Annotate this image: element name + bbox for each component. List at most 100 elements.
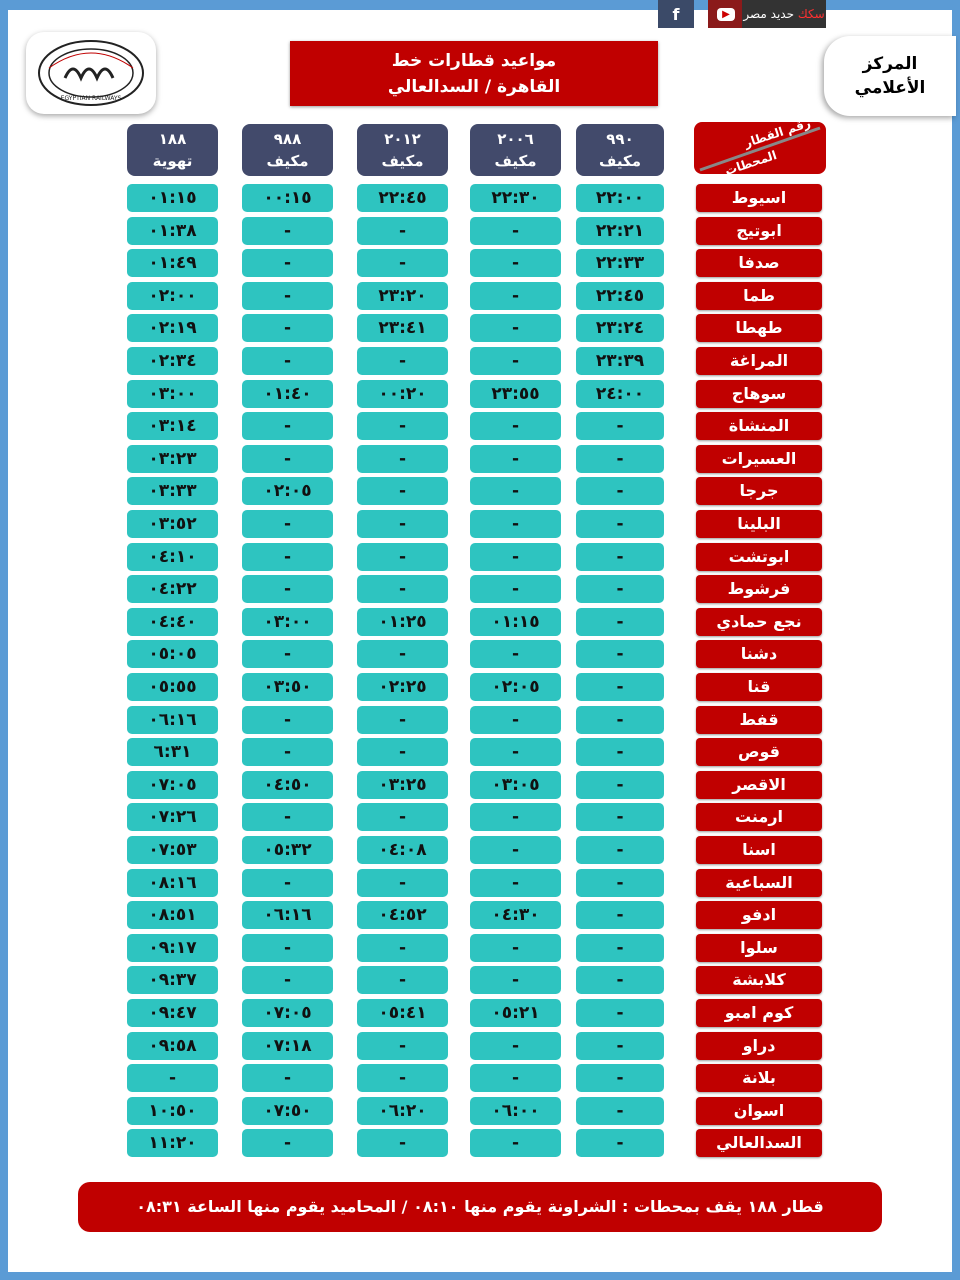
time-cell: -	[470, 1031, 561, 1060]
station-column-header: رقم القطار المحطات	[694, 122, 826, 174]
time-cell: -	[576, 738, 664, 767]
time-cell: -	[470, 249, 561, 278]
station-name: دراو	[696, 1031, 822, 1060]
time-cell: -	[576, 477, 664, 506]
time-cell: ٠١:١٥	[470, 607, 561, 636]
time-cell: ٢٣:٥٥	[470, 379, 561, 408]
time-cell: -	[576, 510, 664, 538]
time-cell: ٢٢:٠٠	[576, 184, 664, 212]
time-cell: -	[357, 705, 448, 734]
time-cell: ٠٦:١٦	[127, 705, 218, 734]
time-cell: ٠٧:٠٥	[127, 770, 218, 799]
train-type: مكيف	[599, 152, 641, 170]
train-number: ٩٨٨	[273, 130, 302, 148]
time-cell: ٠٠:٢٠	[357, 379, 448, 408]
station-name: البلينا	[696, 510, 822, 538]
time-cell: ٠١:٤٠	[242, 379, 333, 408]
time-cell: ٠٤:٥٢	[357, 901, 448, 930]
train-header-3: ٩٨٨ مكيف	[242, 124, 333, 176]
diagonal-divider-icon	[699, 126, 821, 172]
time-cell: ٠٦:٢٠	[357, 1096, 448, 1125]
train-type: مكيف	[381, 152, 424, 170]
brand-text: حديد مصر	[743, 7, 794, 21]
time-cell: -	[576, 933, 664, 962]
time-cell: -	[470, 281, 561, 310]
time-cell: -	[470, 216, 561, 245]
time-cell: ٠٧:٥٣	[127, 836, 218, 864]
title-line-1: مواعيد قطارات خط	[391, 50, 557, 71]
time-cell: ٠٢:٠٥	[242, 477, 333, 506]
time-cell: -	[242, 705, 333, 734]
time-cell: ٠٨:٥١	[127, 901, 218, 930]
station-name: اسوان	[696, 1096, 822, 1125]
time-cell: ٠٤:٤٠	[127, 607, 218, 636]
time-cell: -	[470, 836, 561, 864]
time-cell: ٠٣:٠٠	[127, 379, 218, 408]
svg-text:EGYPTIAN RAILWAYS: EGYPTIAN RAILWAYS	[61, 95, 122, 102]
time-cell: ٠٥:٠٥	[127, 640, 218, 669]
time-cell: ٠٤:٠٨	[357, 836, 448, 864]
time-cell: ٢٢:٤٥	[357, 184, 448, 212]
time-cell: ٠٧:٢٦	[127, 803, 218, 832]
station-name: كوم امبو	[696, 999, 822, 1027]
youtube-icon[interactable]: ▶	[708, 0, 744, 28]
time-cell: -	[357, 347, 448, 375]
time-cell: -	[242, 510, 333, 538]
time-cell: -	[576, 770, 664, 799]
time-cell: -	[576, 836, 664, 864]
time-cell: -	[127, 1064, 218, 1093]
time-cell: ٠٥:٥٥	[127, 673, 218, 701]
time-cell: -	[576, 1129, 664, 1158]
time-cell: ٢٤:٠٠	[576, 379, 664, 408]
brand-label: سكك حديد مصر	[742, 0, 826, 28]
time-cell: -	[242, 412, 333, 441]
time-cell: ٠١:٤٩	[127, 249, 218, 278]
station-name: اسيوط	[696, 184, 822, 212]
time-cell: ٠٢:٠٥	[470, 673, 561, 701]
time-cell: -	[470, 868, 561, 897]
footer-note: قطار ١٨٨ يقف بمحطات : الشراونة يقوم منها…	[78, 1182, 882, 1232]
station-name: السدالعالي	[696, 1129, 822, 1158]
train-type: تهوية	[152, 152, 193, 170]
time-cell: -	[357, 1129, 448, 1158]
time-cell: ٠٤:٣٠	[470, 901, 561, 930]
time-cell: ٢٢:٢١	[576, 216, 664, 245]
time-cell: -	[470, 1129, 561, 1158]
time-cell: -	[470, 575, 561, 604]
time-cell: -	[470, 738, 561, 767]
time-cell: ٠١:٣٨	[127, 216, 218, 245]
station-name: سوهاج	[696, 379, 822, 408]
railways-logo-icon: EGYPTIAN RAILWAYS	[38, 40, 144, 106]
station-name: دشنا	[696, 640, 822, 669]
time-cell: ٠٣:٢٣	[127, 444, 218, 473]
time-cell: -	[242, 640, 333, 669]
station-name: كلابشة	[696, 966, 822, 995]
time-cell: -	[357, 933, 448, 962]
time-cell: -	[576, 542, 664, 571]
station-name: الاقصر	[696, 770, 822, 799]
train-header-2: ٢٠١٢ مكيف	[357, 124, 448, 176]
time-cell: -	[576, 412, 664, 441]
time-cell: -	[242, 216, 333, 245]
time-cell: ٠٤:١٠	[127, 542, 218, 571]
time-cell: -	[357, 510, 448, 538]
time-cell: -	[470, 444, 561, 473]
time-cell: ٢٢:٤٥	[576, 281, 664, 310]
time-cell: -	[576, 1031, 664, 1060]
media-center-line-1: المركز	[862, 54, 918, 74]
time-cell: -	[357, 444, 448, 473]
time-cell: ٠٥:٤١	[357, 999, 448, 1027]
station-name: ابوتيج	[696, 216, 822, 245]
time-cell: ٠٠:١٥	[242, 184, 333, 212]
train-number: ٩٩٠	[606, 130, 634, 148]
station-name: اسنا	[696, 836, 822, 864]
time-cell: ٠٣:٠٥	[470, 770, 561, 799]
time-cell: -	[242, 1064, 333, 1093]
time-cell: -	[242, 575, 333, 604]
station-name: صدفا	[696, 249, 822, 278]
facebook-icon[interactable]: f	[658, 0, 694, 28]
station-name: ابوتشت	[696, 542, 822, 571]
time-cell: ١١:٢٠	[127, 1129, 218, 1158]
time-cell: ٠٧:٥٠	[242, 1096, 333, 1125]
time-cell: -	[576, 1064, 664, 1093]
